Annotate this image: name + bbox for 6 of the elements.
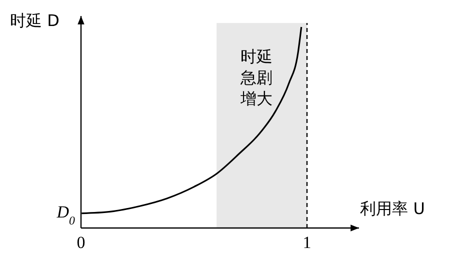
annotation: D$_{0}$ bbox=[56, 202, 76, 228]
x-axis-title: 利用率 U bbox=[360, 199, 425, 218]
y-axis-title: 时延 D bbox=[10, 11, 60, 30]
x-tick-label: 1 bbox=[302, 233, 312, 252]
band-label: 时延急剧增大 bbox=[240, 47, 273, 108]
x-tick-label: 0 bbox=[76, 233, 86, 252]
